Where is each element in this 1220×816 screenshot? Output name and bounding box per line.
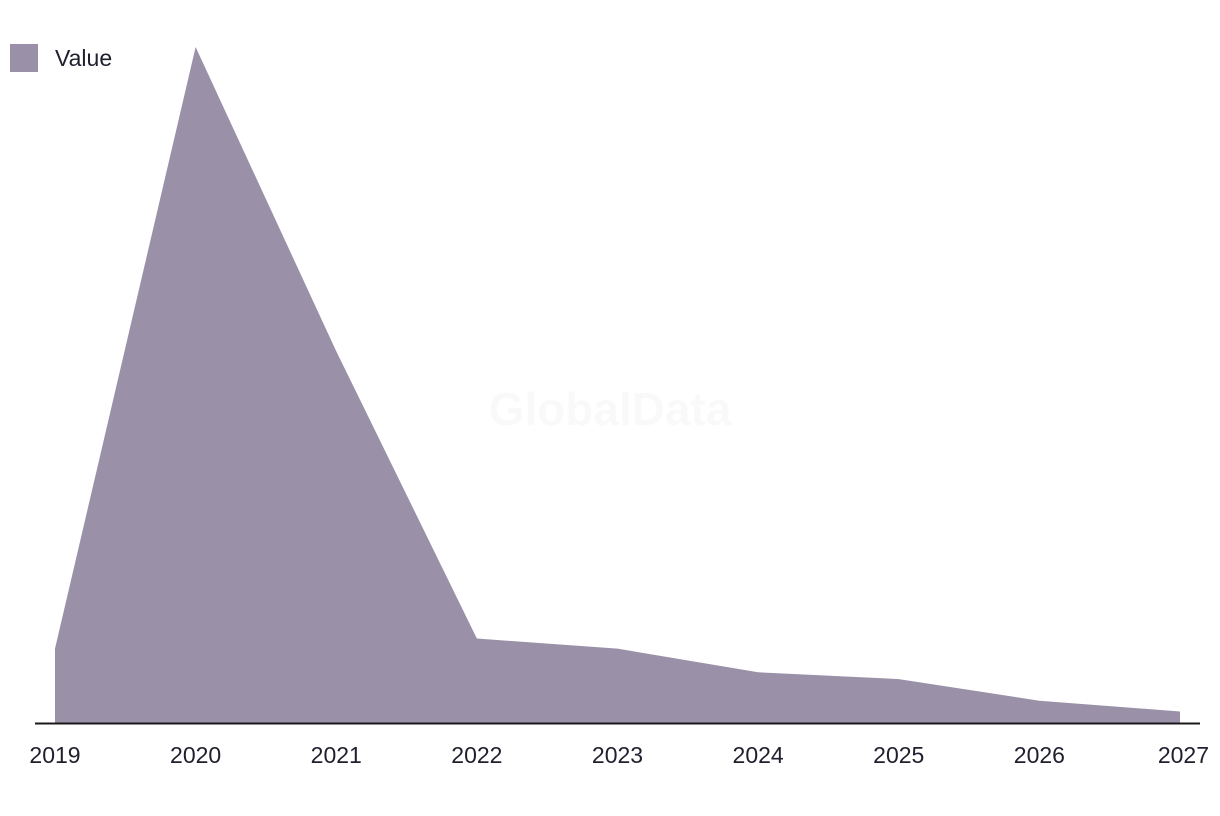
x-tick-label-2021: 2021	[311, 742, 362, 768]
x-tick-label-2025: 2025	[873, 742, 924, 768]
x-tick-label-2024: 2024	[733, 742, 784, 768]
watermark-text: GlobalData	[489, 383, 732, 435]
series-area	[55, 47, 1180, 724]
x-tick-label-2022: 2022	[451, 742, 502, 768]
legend-swatch	[10, 44, 38, 72]
legend-label: Value	[55, 44, 113, 71]
legend: Value	[10, 44, 112, 72]
x-tick-label-2023: 2023	[592, 742, 643, 768]
x-tick-label-2020: 2020	[170, 742, 221, 768]
x-tick-label-2027: 2027	[1158, 742, 1209, 768]
x-tick-label-2019: 2019	[29, 742, 80, 768]
x-tick-label-2026: 2026	[1014, 742, 1065, 768]
